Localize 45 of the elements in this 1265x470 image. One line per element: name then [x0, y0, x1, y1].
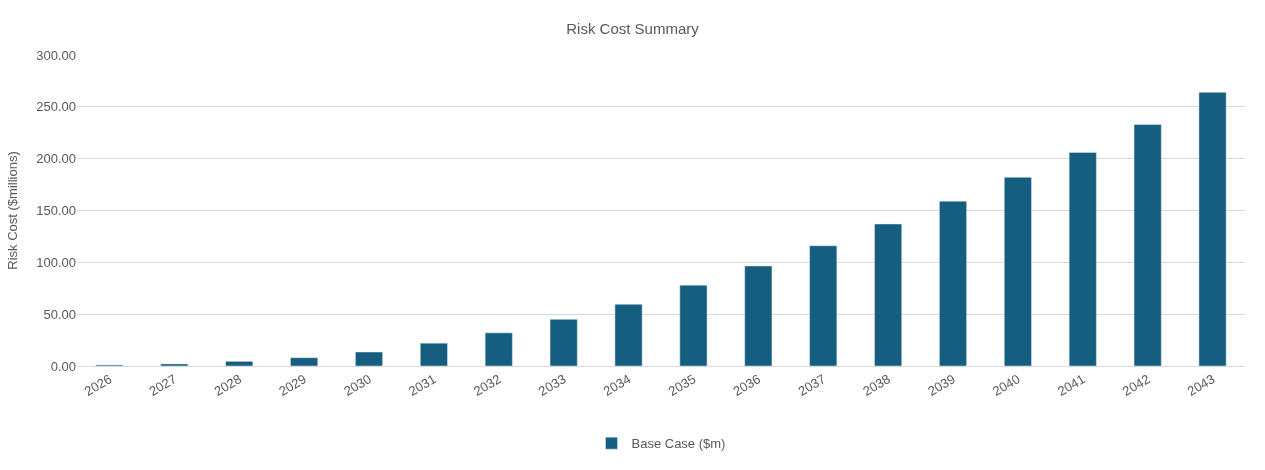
bar	[1198, 92, 1227, 366]
x-tick-label: 2026	[81, 371, 115, 399]
y-tick-label: 200.00	[36, 151, 76, 167]
x-tick-label: 2030	[341, 371, 374, 399]
x-tick-label: 2043	[1184, 371, 1218, 399]
x-tick-label: 2033	[535, 371, 569, 399]
bar	[679, 284, 708, 366]
x-tick-label: 2038	[860, 371, 893, 399]
x-tick-label: 2040	[990, 371, 1023, 399]
y-tick-label: 100.00	[36, 254, 76, 270]
x-tick-label: 2029	[276, 371, 309, 399]
y-axis-title: Risk Cost ($millions)	[5, 151, 21, 270]
bar	[484, 332, 513, 366]
bar	[1068, 152, 1097, 366]
bar	[290, 357, 318, 366]
x-tick-label: 2027	[146, 371, 180, 399]
bar	[549, 319, 578, 366]
bar	[355, 351, 383, 366]
bar	[1004, 177, 1032, 366]
chart-title: Risk Cost Summary	[566, 20, 700, 37]
x-tick-label: 2031	[406, 371, 439, 399]
y-tick-label: 250.00	[36, 99, 76, 115]
y-tick-label: 50.00	[43, 306, 76, 322]
bar	[874, 223, 902, 366]
x-tick-label: 2034	[600, 371, 634, 399]
x-tick-label: 2036	[730, 371, 764, 399]
bar	[160, 363, 189, 366]
x-tick-label: 2037	[795, 371, 828, 399]
x-tick-label: 2032	[470, 371, 504, 399]
x-tick-label: 2028	[211, 371, 244, 399]
y-tick-label: 150.00	[36, 203, 76, 219]
legend-label: Base Case ($m)	[631, 436, 726, 452]
y-tick-label: 300.00	[36, 47, 76, 63]
bar	[420, 342, 448, 366]
bar	[809, 245, 838, 366]
x-tick-label: 2042	[1119, 371, 1153, 399]
x-tick-label: 2039	[925, 371, 958, 399]
bar	[744, 265, 773, 366]
bar	[614, 304, 643, 366]
bar	[1133, 124, 1162, 366]
x-tick-label: 2035	[665, 371, 699, 399]
x-tick-label: 2041	[1054, 371, 1088, 399]
bar	[939, 200, 967, 366]
y-tick-label: 0.00	[50, 358, 76, 374]
bar	[225, 361, 254, 366]
